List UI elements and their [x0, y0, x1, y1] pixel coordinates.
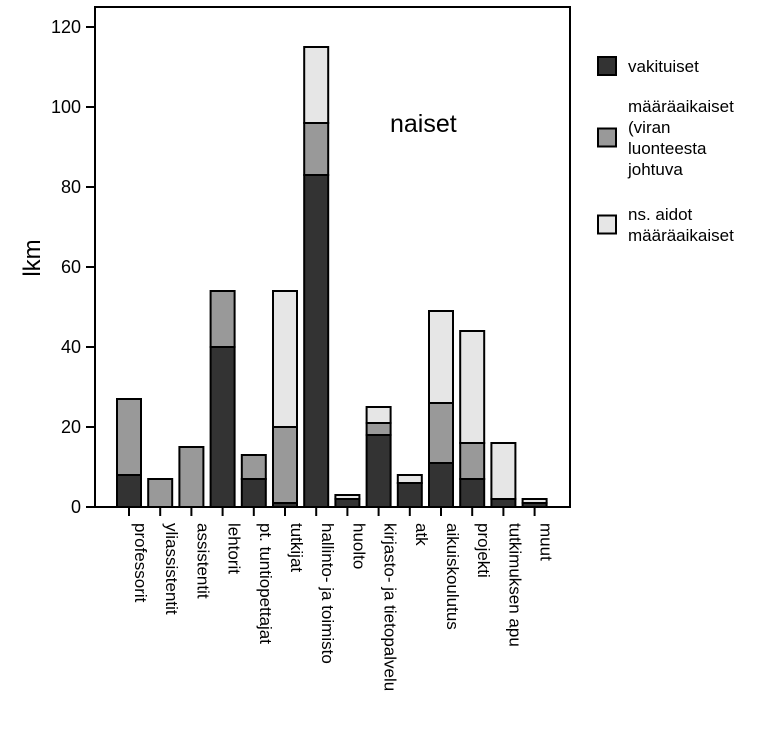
y-tick-label: 40 — [61, 337, 81, 357]
x-tick-label: atk — [412, 523, 431, 546]
x-tick-label: tutkimuksen apu — [505, 523, 524, 647]
y-tick-label: 0 — [71, 497, 81, 517]
bar-segment — [209, 346, 236, 508]
legend-swatch — [597, 214, 617, 235]
bar-segment — [334, 498, 361, 508]
bar-segment — [490, 442, 517, 500]
x-tick-label: projekti — [474, 523, 493, 578]
bar-segment — [147, 478, 174, 508]
bar-segment — [459, 478, 486, 508]
bar-segment — [240, 478, 267, 508]
bar-segment — [365, 422, 392, 436]
x-tick-label: huolto — [349, 523, 368, 569]
bar-segment — [428, 402, 454, 464]
x-tick-label: aikuiskoulutus — [443, 523, 462, 630]
bar-segment — [303, 122, 330, 176]
x-tick-label: kirjasto- ja tietopalvelu — [381, 523, 400, 691]
y-tick-label: 20 — [61, 417, 81, 437]
legend: vakituiset määräaikaiset (viran luonteesta j… — [597, 56, 734, 245]
bar-segment — [396, 482, 423, 508]
bar-segment — [303, 174, 330, 508]
bar-segment — [240, 454, 267, 480]
bar-segment — [396, 474, 423, 484]
bar-segment — [209, 290, 236, 348]
x-axis: professorit yliassistentit assistentit leht… — [128, 507, 556, 691]
x-tick-label: tutkijat — [287, 523, 306, 572]
x-tick-label: professorit — [131, 523, 150, 603]
y-axis: 0 20 40 60 80 100 120 — [51, 17, 95, 517]
y-tick-label: 60 — [61, 257, 81, 277]
bar-segment — [428, 310, 454, 404]
legend-label: määräaikaiset (viran luonteesta johtuva — [627, 97, 734, 179]
bar-segment — [334, 494, 361, 500]
legend-label: ns. aidot määräaikaiset — [628, 205, 734, 245]
bar-segment — [365, 406, 392, 424]
x-tick-label: lehtorit — [225, 523, 244, 574]
bar-segment — [490, 498, 517, 508]
bar-segment — [272, 426, 298, 504]
bar-segment — [459, 330, 486, 444]
chart-annotation: naiset — [390, 110, 457, 138]
legend-swatch — [597, 56, 617, 76]
bar-segment — [365, 434, 392, 508]
bar-segment — [521, 498, 548, 504]
bar-segment — [116, 398, 142, 476]
bar-segment — [428, 462, 454, 508]
x-tick-label: pt. tuntiopettajat — [256, 523, 275, 644]
x-tick-label: muut — [537, 523, 556, 561]
bar-segment — [272, 290, 298, 428]
bar-segment — [459, 442, 486, 480]
x-tick-label: yliassistentit — [162, 523, 181, 615]
bars-layer — [116, 46, 548, 508]
y-axis-title: lkm — [19, 239, 46, 276]
x-tick-label: assistentit — [193, 523, 212, 599]
y-tick-label: 100 — [51, 97, 81, 117]
x-tick-label: hallinto- ja toimisto — [318, 523, 337, 664]
bar-segment — [116, 474, 142, 508]
plot-area-frame — [94, 6, 571, 508]
bar-segment — [178, 446, 205, 508]
legend-swatch — [597, 127, 617, 148]
y-tick-label: 120 — [51, 17, 81, 37]
bar-segment — [303, 46, 330, 124]
legend-label: vakituiset — [628, 57, 699, 76]
y-tick-label: 80 — [61, 177, 81, 197]
